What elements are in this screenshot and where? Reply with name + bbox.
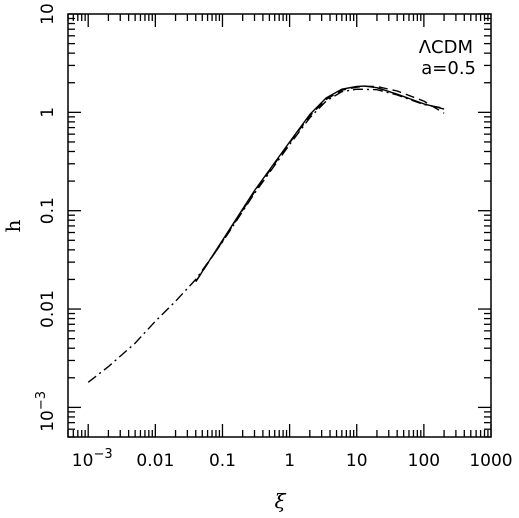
axis-ticks [67,13,492,438]
tick-exponent: −3 [93,447,112,462]
tick-mantissa: 10 [72,451,94,471]
x-tick-label: 10−3 [72,447,113,471]
y-tick-label: 1 [38,107,58,118]
series-line-solid [195,85,445,282]
annotation-model: ΛCDM [419,37,473,58]
y-axis-label: h [1,219,25,232]
y-tick-label: 10−3 [34,391,58,432]
series-layer [87,85,445,383]
x-tick-label: 0.01 [136,451,174,471]
y-tick-label: 10 [38,3,58,25]
x-tick-label: 0.1 [209,451,236,471]
series-line-dashed [195,85,445,282]
tick-mantissa: 10 [38,410,58,432]
x-axis-label: ξ [274,489,286,513]
annotation-scale-factor: a=0.5 [421,58,476,79]
y-tick-label: 0.01 [38,290,58,328]
x-tick-label: 100 [408,451,440,471]
tick-exponent: −3 [34,391,49,410]
series-line-dash-dot [87,88,445,383]
x-tick-label: 1000 [469,451,512,471]
x-tick-label: 10 [346,451,368,471]
x-tick-label: 1 [284,451,295,471]
y-tick-label: 0.1 [38,197,58,224]
x-tick-labels: 10−3 0.01 0.1 1 10 100 1000 [72,447,513,471]
